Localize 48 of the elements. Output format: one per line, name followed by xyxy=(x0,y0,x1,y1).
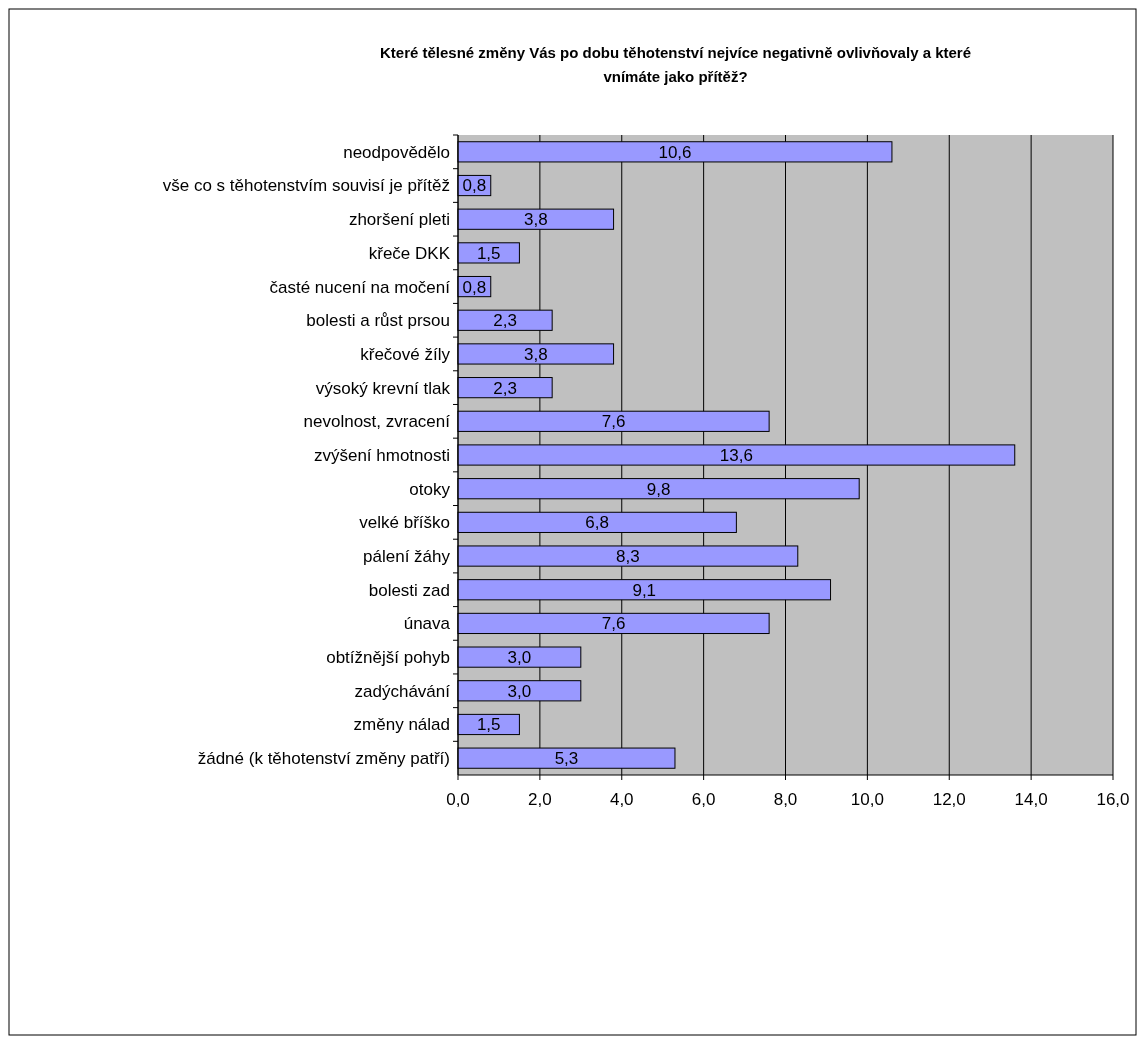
x-tick-label: 6,0 xyxy=(691,790,716,809)
x-tick-label: 2,0 xyxy=(528,790,552,809)
data-label: 0,8 xyxy=(462,176,487,196)
data-label: 2,3 xyxy=(493,378,517,398)
y-tick-label: otoky xyxy=(409,479,451,499)
x-tick-label: 16,0 xyxy=(1096,790,1130,809)
y-tick-label: křečové žíly xyxy=(360,344,451,364)
data-label: 0,8 xyxy=(462,277,487,297)
data-label: 10,6 xyxy=(658,142,692,162)
y-tick-label: pálení žáhy xyxy=(363,547,451,566)
y-tick-label: bolesti zad xyxy=(368,580,450,600)
y-tick-label: změny nálad xyxy=(353,715,450,735)
data-label: 7,6 xyxy=(601,412,626,432)
data-label: 3,0 xyxy=(507,681,532,701)
y-tick-label: nevolnost, zvracení xyxy=(303,412,451,432)
data-label: 13,6 xyxy=(719,445,753,465)
y-tick-label: vše co s těhotenstvím souvisí je přítěž xyxy=(162,176,450,196)
y-tick-label: časté nucení na močení xyxy=(269,277,451,297)
data-label: 1,5 xyxy=(476,243,501,263)
y-tick-label: křeče DKK xyxy=(368,243,451,263)
data-label: 9,8 xyxy=(646,479,671,499)
data-label: 3,8 xyxy=(523,344,548,364)
x-tick-label: 0,0 xyxy=(446,790,470,809)
y-tick-label: žádné (k těhotenství změny patří) xyxy=(197,749,450,769)
y-tick-label: velké bříško xyxy=(359,513,450,533)
data-label: 3,8 xyxy=(523,210,548,230)
chart-title: Které tělesné změny Vás po dobu těhotenství nejvíce negativně ovlivňovaly a které vnímáte jako přítěž? xyxy=(379,44,972,85)
data-label: 9,1 xyxy=(632,580,657,600)
y-tick-label: bolesti a růst prsou xyxy=(306,311,450,331)
data-label: 6,8 xyxy=(585,513,610,533)
x-tick-label: 14,0 xyxy=(1014,790,1048,809)
y-tick-label: obtížnější pohyb xyxy=(326,648,450,668)
x-tick-label: 12,0 xyxy=(932,790,966,809)
data-label: 2,3 xyxy=(493,311,517,331)
y-tick-label: únava xyxy=(403,614,451,634)
x-tick-label: 4,0 xyxy=(609,790,634,809)
data-label: 3,0 xyxy=(507,648,532,668)
x-tick-label: 8,0 xyxy=(773,790,798,809)
data-label: 7,6 xyxy=(601,614,626,634)
y-tick-label: zvýšení hmotnosti xyxy=(313,445,450,465)
x-tick-label: 10,0 xyxy=(850,790,884,809)
data-label: 5,3 xyxy=(554,749,579,769)
y-tick-label: zadýchávání xyxy=(354,681,451,701)
data-label: 1,5 xyxy=(476,715,501,735)
y-tick-label: neodpovědělo xyxy=(343,142,450,162)
data-label: 8,3 xyxy=(616,547,640,566)
y-tick-label: zhoršení pleti xyxy=(348,210,450,230)
y-tick-label: výsoký krevní tlak xyxy=(315,378,451,398)
